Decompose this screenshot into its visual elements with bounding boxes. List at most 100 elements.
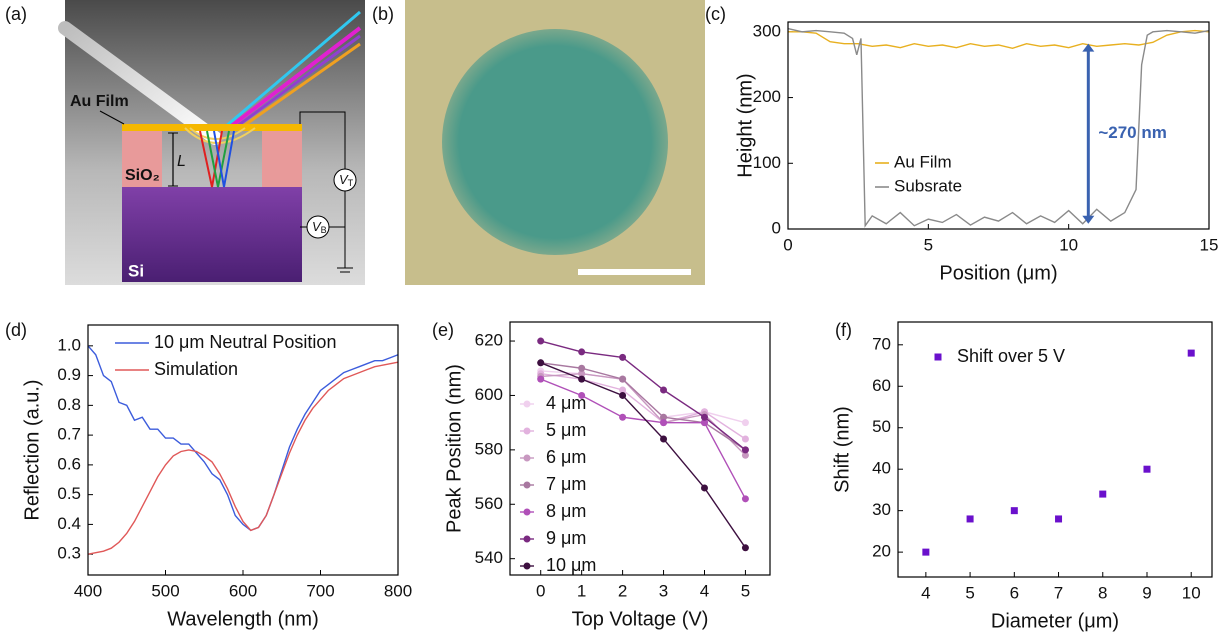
legend-label: 5 μm <box>546 420 586 440</box>
panel-label: (b) <box>372 4 394 24</box>
y-tick-label: 50 <box>872 417 891 436</box>
legend-label: Subsrate <box>894 176 962 195</box>
si-substrate <box>122 187 302 282</box>
x-tick-label: 5 <box>924 235 933 254</box>
x-tick-label: 800 <box>384 581 412 600</box>
figure: (a) Au Film SiO₂ L VT VB Si (b) (c)05101… <box>0 0 1231 639</box>
series-line <box>88 346 398 531</box>
legend-label: Shift over 5 V <box>957 346 1065 366</box>
y-tick-label: 20 <box>872 542 891 561</box>
x-tick-label: 4 <box>700 581 709 600</box>
y-tick-label: 100 <box>753 153 781 172</box>
x-tick-label: 2 <box>618 581 627 600</box>
x-tick-label: 3 <box>659 581 668 600</box>
point <box>742 435 749 442</box>
x-axis-label: Top Voltage (V) <box>572 608 709 630</box>
point <box>660 419 667 426</box>
panel-label: (d) <box>5 320 27 340</box>
legend-label: 6 μm <box>546 447 586 467</box>
y-tick-label: 200 <box>753 87 781 106</box>
legend-marker <box>524 455 531 462</box>
y-axis-label: Shift (nm) <box>831 406 853 493</box>
legend-marker <box>524 509 531 516</box>
panel-label: (a) <box>5 4 27 24</box>
legend-label: 9 μm <box>546 528 586 548</box>
y-tick-label: 580 <box>475 439 503 458</box>
point <box>701 414 708 421</box>
x-tick-label: 6 <box>1010 583 1019 602</box>
legend-label: Au Film <box>894 152 952 171</box>
legend-label: Simulation <box>154 359 238 379</box>
y-tick-label: 40 <box>872 459 891 478</box>
sio2-label: SiO₂ <box>125 167 160 184</box>
x-tick-label: 400 <box>74 581 102 600</box>
x-tick-label: 600 <box>229 581 257 600</box>
x-tick-label: 7 <box>1054 583 1063 602</box>
x-tick-label: 1 <box>577 581 586 600</box>
y-tick-label: 0.9 <box>57 365 81 384</box>
sio2-pillar <box>262 131 302 187</box>
x-tick-label: 10 <box>1059 235 1078 254</box>
point <box>967 515 974 522</box>
vt-subscript: T <box>348 178 354 188</box>
y-tick-label: 1.0 <box>57 335 81 354</box>
point <box>578 376 585 383</box>
x-tick-label: 9 <box>1142 583 1151 602</box>
y-tick-label: 0.5 <box>57 484 81 503</box>
y-tick-label: 620 <box>475 331 503 350</box>
point <box>537 376 544 383</box>
point <box>922 549 929 556</box>
length-label: L <box>177 153 186 170</box>
x-tick-label: 10 <box>1182 583 1201 602</box>
point <box>619 376 626 383</box>
y-tick-label: 0.4 <box>57 514 81 533</box>
point <box>660 387 667 394</box>
legend-marker <box>524 482 531 489</box>
y-axis-label: Peak Position (nm) <box>443 364 465 533</box>
y-tick-label: 30 <box>872 500 891 519</box>
point <box>537 338 544 345</box>
x-tick-label: 500 <box>151 581 179 600</box>
chart: (e) 0 1 2 3 4 5 540 560 580 600 620 Top Voltage (V) P… <box>432 320 770 631</box>
point <box>742 419 749 426</box>
y-tick-label: 0.6 <box>57 454 81 473</box>
panel-label: (e) <box>432 320 454 340</box>
y-tick-label: 70 <box>872 334 891 353</box>
x-axis-label: Position (μm) <box>939 262 1057 284</box>
legend-label: 8 μm <box>546 501 586 521</box>
x-tick-label: 15 <box>1200 235 1219 254</box>
y-tick-label: 300 <box>753 21 781 40</box>
x-tick-label: 5 <box>965 583 974 602</box>
legend-marker <box>524 428 531 435</box>
point <box>742 446 749 453</box>
legend-label: 4 μm <box>546 393 586 413</box>
annotation-text: ~270 nm <box>1098 123 1167 142</box>
point <box>1143 466 1150 473</box>
point <box>619 354 626 361</box>
panel-label: (c) <box>705 4 726 24</box>
point <box>742 544 749 551</box>
y-tick-label: 540 <box>475 548 503 567</box>
x-tick-label: 5 <box>741 581 750 600</box>
y-tick-label: 600 <box>475 385 503 404</box>
legend-marker <box>524 563 531 570</box>
point <box>701 484 708 491</box>
y-tick-label: 60 <box>872 376 891 395</box>
legend-label: 7 μm <box>546 474 586 494</box>
x-tick-label: 0 <box>536 581 545 600</box>
scale-bar <box>578 269 691 275</box>
point <box>578 365 585 372</box>
point <box>537 359 544 366</box>
y-tick-label: 560 <box>475 494 503 513</box>
legend-label: 10 μm Neutral Position <box>154 332 336 352</box>
si-label: Si <box>128 261 144 280</box>
point <box>1011 507 1018 514</box>
point <box>578 348 585 355</box>
legend-marker <box>524 536 531 543</box>
au-film <box>122 124 302 131</box>
legend-marker <box>524 401 531 408</box>
x-axis-label: Diameter (μm) <box>991 610 1119 632</box>
